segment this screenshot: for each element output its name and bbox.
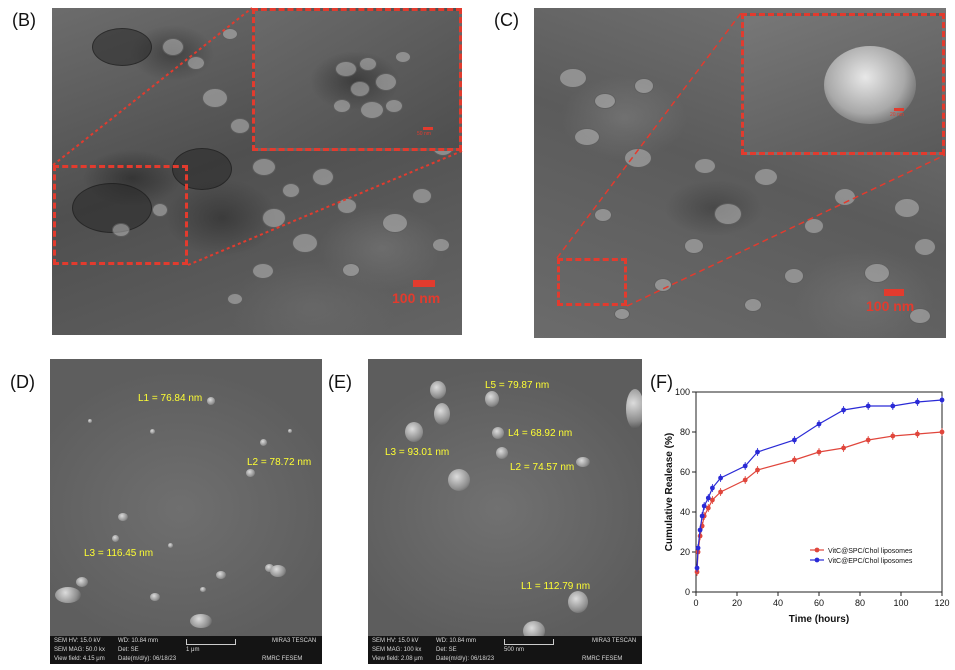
data-point-0-15 — [915, 431, 920, 437]
tem-inset-c: 20 nm — [741, 13, 945, 155]
scale-label-inset-c: 20 nm — [890, 112, 904, 118]
panel-label-b: (B) — [12, 10, 36, 30]
x-tick-label-5: 100 — [893, 598, 908, 608]
legend-marker-1 — [814, 557, 820, 563]
x-tick-label-6: 120 — [934, 598, 949, 608]
measurement-label-d-3: L3 = 116.45 nm — [84, 548, 154, 559]
y-tick-label-5: 100 — [675, 387, 690, 397]
data-point-1-16 — [939, 397, 945, 403]
sem-lab-e: RMRC FESEM — [582, 656, 623, 662]
sem-hv-e: SEM HV: 15.0 kV — [372, 638, 419, 644]
data-point-0-8 — [742, 477, 748, 483]
panel-label-c: (C) — [494, 10, 519, 30]
y-axis-label: Cumulative Realease (%) — [664, 433, 675, 551]
measurement-label-d-1: L1 = 76.84 nm — [138, 393, 203, 404]
data-point-1-11 — [816, 421, 822, 427]
data-point-1-4 — [701, 503, 707, 509]
sem-image-d: L1 = 76.84 nm L2 = 78.72 nm L3 = 116.45 … — [50, 359, 322, 664]
x-axis-label: Time (hours) — [789, 614, 849, 625]
legend-marker-0 — [814, 547, 820, 553]
measurement-label-e-4: L4 = 68.92 nm — [508, 428, 573, 439]
scale-bar-b — [413, 280, 435, 287]
data-point-0-7 — [718, 489, 723, 495]
data-point-0-12 — [841, 445, 846, 451]
data-point-1-8 — [742, 463, 748, 469]
data-point-0-9 — [755, 467, 760, 473]
data-point-1-0 — [694, 565, 700, 571]
data-point-1-15 — [915, 399, 920, 405]
sem-footer-e: SEM HV: 15.0 kV WD: 10.84 mm MIRA3 TESCA… — [368, 636, 642, 664]
x-tick-label-3: 60 — [814, 598, 824, 608]
measurement-label-e-3: L3 = 93.01 nm — [385, 447, 450, 458]
sem-det-e: Det: SE — [436, 647, 457, 653]
data-point-0-13 — [865, 437, 871, 443]
y-tick-label-3: 60 — [680, 467, 690, 477]
sem-hv-d: SEM HV: 15.0 kV — [54, 638, 101, 644]
sem-field-d: View field: 4.15 μm — [54, 656, 105, 662]
sem-brand-d: MIRA3 TESCAN — [272, 638, 317, 644]
sem-lab-d: RMRC FESEM — [262, 656, 303, 662]
scale-bar-inset-c — [894, 108, 904, 111]
data-point-0-6 — [710, 497, 715, 503]
sem-brand-e: MIRA3 TESCAN — [592, 638, 637, 644]
scale-bar-c — [884, 289, 904, 296]
measurement-label-d-2: L2 = 78.72 nm — [247, 457, 312, 468]
panel-label-e: (E) — [328, 372, 352, 392]
data-point-0-10 — [792, 457, 797, 463]
sem-det-d: Det: SE — [118, 647, 139, 653]
panel-label-d: (D) — [10, 372, 35, 392]
data-point-1-14 — [890, 403, 896, 409]
legend-label-0: VitC@SPC/Chol liposomes — [828, 548, 913, 555]
sem-wd-d: WD: 10.84 mm — [118, 638, 159, 644]
x-tick-label-1: 20 — [732, 598, 742, 608]
zoom-region-b — [53, 165, 188, 265]
sem-date-d: Date(m/d/y): 06/18/23 — [118, 656, 177, 662]
data-point-1-9 — [755, 449, 760, 455]
data-point-1-10 — [792, 437, 797, 443]
sem-mag-d: SEM MAG: 50.0 kx — [54, 647, 106, 653]
vesicle-closeup — [824, 46, 916, 124]
y-tick-label-2: 40 — [680, 507, 690, 517]
zoom-region-c — [557, 258, 627, 306]
x-tick-label-4: 80 — [855, 598, 865, 608]
sem-scale-ruler-d — [186, 639, 236, 645]
data-point-0-16 — [939, 429, 945, 435]
data-point-1-5 — [705, 495, 711, 501]
sem-image-e: L5 = 79.87 nm L4 = 68.92 nm L3 = 93.01 n… — [368, 359, 642, 664]
data-point-1-7 — [718, 475, 723, 481]
y-tick-label-4: 80 — [680, 427, 690, 437]
sem-wd-e: WD: 10.84 mm — [436, 638, 477, 644]
y-tick-label-0: 0 — [685, 587, 690, 597]
sem-scale-ruler-e — [504, 639, 554, 645]
scale-bar-inset-b — [423, 127, 433, 130]
measurement-label-e-1: L1 = 112.79 nm — [521, 581, 591, 592]
panel-label-f: (F) — [650, 372, 673, 392]
x-tick-label-0: 0 — [693, 598, 698, 608]
data-point-0-5 — [705, 505, 711, 511]
y-tick-label-1: 20 — [680, 547, 690, 557]
data-point-0-11 — [816, 449, 822, 455]
measurement-label-e-2: L2 = 74.57 nm — [510, 462, 575, 473]
sem-mag-e: SEM MAG: 100 kx — [372, 647, 422, 653]
data-point-0-14 — [890, 433, 896, 439]
scale-label-b: 100 nm — [392, 290, 441, 306]
sem-date-e: Date(m/d/y): 06/18/23 — [436, 656, 495, 662]
data-point-1-1 — [695, 545, 701, 551]
sem-footer-d: SEM HV: 15.0 kV WD: 10.84 mm MIRA3 TESCA… — [50, 636, 322, 664]
measurement-label-e-5: L5 = 79.87 nm — [485, 380, 550, 391]
sem-bar-e: 500 nm — [504, 647, 525, 653]
data-point-1-3 — [699, 513, 705, 519]
scale-label-inset-b: 50 nm — [417, 131, 431, 137]
sem-bar-d: 1 μm — [186, 647, 200, 653]
data-point-1-13 — [865, 403, 871, 409]
data-point-1-2 — [697, 527, 703, 533]
x-tick-label-2: 40 — [773, 598, 783, 608]
legend-label-1: VitC@EPC/Chol liposomes — [828, 558, 913, 565]
scale-label-c: 100 nm — [866, 298, 915, 314]
data-point-1-12 — [841, 407, 846, 413]
sem-field-e: View field: 2.08 μm — [372, 656, 423, 662]
release-chart: 0 20 40 60 80 100 120 0 20 40 60 80 100 Time (hours) C… — [664, 387, 950, 625]
tem-inset-b: 50 nm — [252, 8, 462, 151]
data-point-1-6 — [710, 485, 715, 491]
